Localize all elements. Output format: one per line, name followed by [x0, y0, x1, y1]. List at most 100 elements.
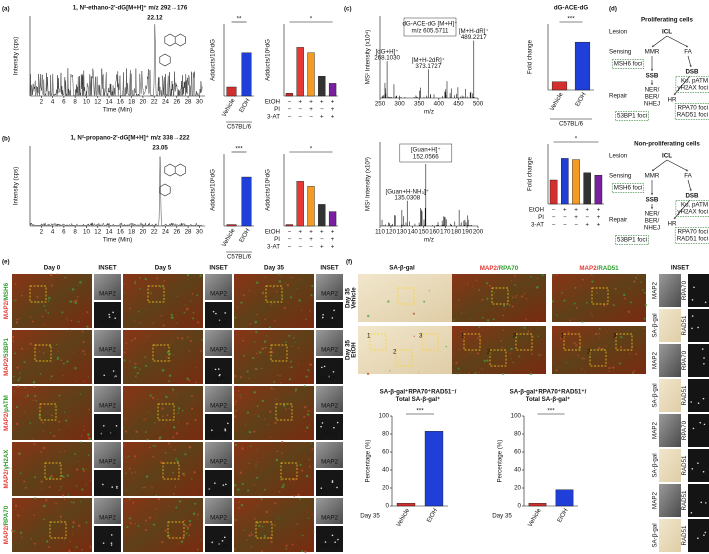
- micrograph-speck: [55, 502, 57, 505]
- micrograph-speck: [233, 403, 236, 405]
- micrograph-speck: [294, 388, 298, 391]
- micrograph-speck: [168, 505, 170, 507]
- micrograph-speck: [240, 397, 243, 399]
- inset-speck: [697, 537, 699, 540]
- significance: *: [310, 16, 313, 23]
- x-tick-label: 350: [414, 101, 425, 108]
- micrograph-speck: [261, 292, 264, 295]
- micrograph-speck: [311, 448, 314, 451]
- micrograph-speck: [175, 457, 177, 460]
- micrograph-speck: [272, 286, 274, 289]
- micrograph-speck: [591, 315, 593, 317]
- micrograph-speck: [487, 359, 489, 361]
- y-axis-label: Intensity (cps): [13, 37, 20, 76]
- micrograph-speck: [250, 330, 252, 332]
- micrograph-speck: [15, 321, 19, 324]
- row-label: Day 35: [345, 339, 352, 360]
- micrograph-speck: [17, 452, 20, 455]
- micrograph-speck: [305, 318, 307, 321]
- x-tick-label: 4: [51, 99, 55, 106]
- micrograph-speck: [299, 463, 302, 466]
- micrograph-speck: [186, 273, 190, 277]
- micrograph-speck: [81, 488, 84, 491]
- x-tick-label: 16: [117, 99, 124, 106]
- region-number: 3: [513, 333, 517, 340]
- micrograph-speck: [152, 322, 154, 324]
- treatment-label: EtOH: [265, 229, 280, 236]
- micrograph-speck: [297, 347, 300, 349]
- micrograph: [123, 274, 203, 328]
- x-tick-label: 2: [40, 229, 44, 236]
- inset-image: [205, 526, 232, 552]
- inset-speck: [320, 487, 323, 490]
- micrograph-speck: [83, 429, 85, 431]
- panel-title: 1, N²-ethano-2'-dG[M+H]⁺ m/z 292→176: [73, 5, 188, 12]
- micrograph-speck: [30, 538, 33, 540]
- micrograph-speck: [33, 514, 35, 516]
- inset-speck: [697, 402, 700, 405]
- micrograph-speck: [261, 525, 264, 528]
- diagram-label: Non-proliferating cells: [634, 141, 700, 148]
- micrograph-speck: [627, 310, 630, 314]
- micrograph-speck: [154, 422, 156, 424]
- micrograph-speck: [263, 276, 265, 278]
- treatment-sign: +: [331, 114, 335, 121]
- micrograph-speck: [310, 443, 312, 445]
- micrograph-speck: [128, 517, 132, 520]
- box-annotation: dG-ACE-dG [M+H]⁺: [402, 21, 457, 28]
- inset-label: γH2AX: [209, 488, 228, 495]
- micrograph-speck: [590, 274, 593, 276]
- micrograph-speck: [281, 440, 284, 444]
- micrograph-speck: [85, 469, 87, 471]
- micrograph-speck: [33, 542, 36, 545]
- dashed-box: [675, 200, 709, 217]
- inset-speck: [110, 542, 113, 544]
- micrograph-speck: [574, 286, 577, 289]
- inset-image: [659, 344, 681, 377]
- micrograph-speck: [63, 498, 66, 501]
- micrograph-speck: [155, 508, 157, 510]
- micrograph-speck: [458, 348, 461, 351]
- micrograph-speck: [286, 283, 290, 287]
- micrograph-speck: [71, 525, 74, 528]
- dashed-box: [674, 103, 709, 120]
- micrograph-speck: [551, 300, 554, 303]
- micrograph-speck: [637, 274, 639, 276]
- inset-image: [659, 519, 681, 552]
- micrograph-speck: [37, 407, 39, 409]
- micrograph-speck: [69, 329, 71, 331]
- treatment-sign: +: [320, 244, 324, 251]
- micrograph-speck: [75, 546, 78, 548]
- micrograph-speck: [266, 335, 268, 337]
- box-annotation: [Guan+H]⁺: [411, 147, 441, 154]
- micrograph-speck: [39, 372, 42, 375]
- treatment-label: 3-AT: [267, 114, 280, 121]
- micrograph-speck: [79, 280, 82, 284]
- micrograph-speck: [60, 359, 63, 362]
- region-number: 3: [419, 333, 423, 340]
- inset-image: [205, 442, 232, 468]
- x-tick-label: Vehicle: [527, 507, 543, 528]
- micrograph-speck: [622, 293, 626, 297]
- x-tick-label: 28: [185, 99, 192, 106]
- micrograph-speck: [66, 318, 68, 320]
- inset-label: SA-β-gal: [652, 453, 659, 477]
- micrograph-speck: [61, 474, 64, 478]
- micrograph-speck: [288, 366, 290, 368]
- micrograph-speck: [11, 336, 15, 339]
- inset-speck: [331, 480, 334, 482]
- region-number: 2: [487, 349, 491, 356]
- micrograph-speck: [536, 286, 539, 289]
- micrograph-speck: [17, 514, 20, 517]
- micrograph-speck: [577, 354, 580, 357]
- micrograph-speck: [82, 467, 85, 471]
- micrograph-speck: [24, 411, 26, 413]
- micrograph-speck: [192, 317, 194, 320]
- micrograph-speck: [536, 278, 539, 280]
- micrograph-speck: [152, 455, 154, 458]
- micrograph-speck: [278, 338, 280, 339]
- row-label-part: γH2AX: [3, 449, 10, 470]
- diagram-label: MSH6 foci: [614, 61, 643, 68]
- micrograph-speck: [567, 345, 569, 347]
- micrograph-speck: [573, 318, 575, 320]
